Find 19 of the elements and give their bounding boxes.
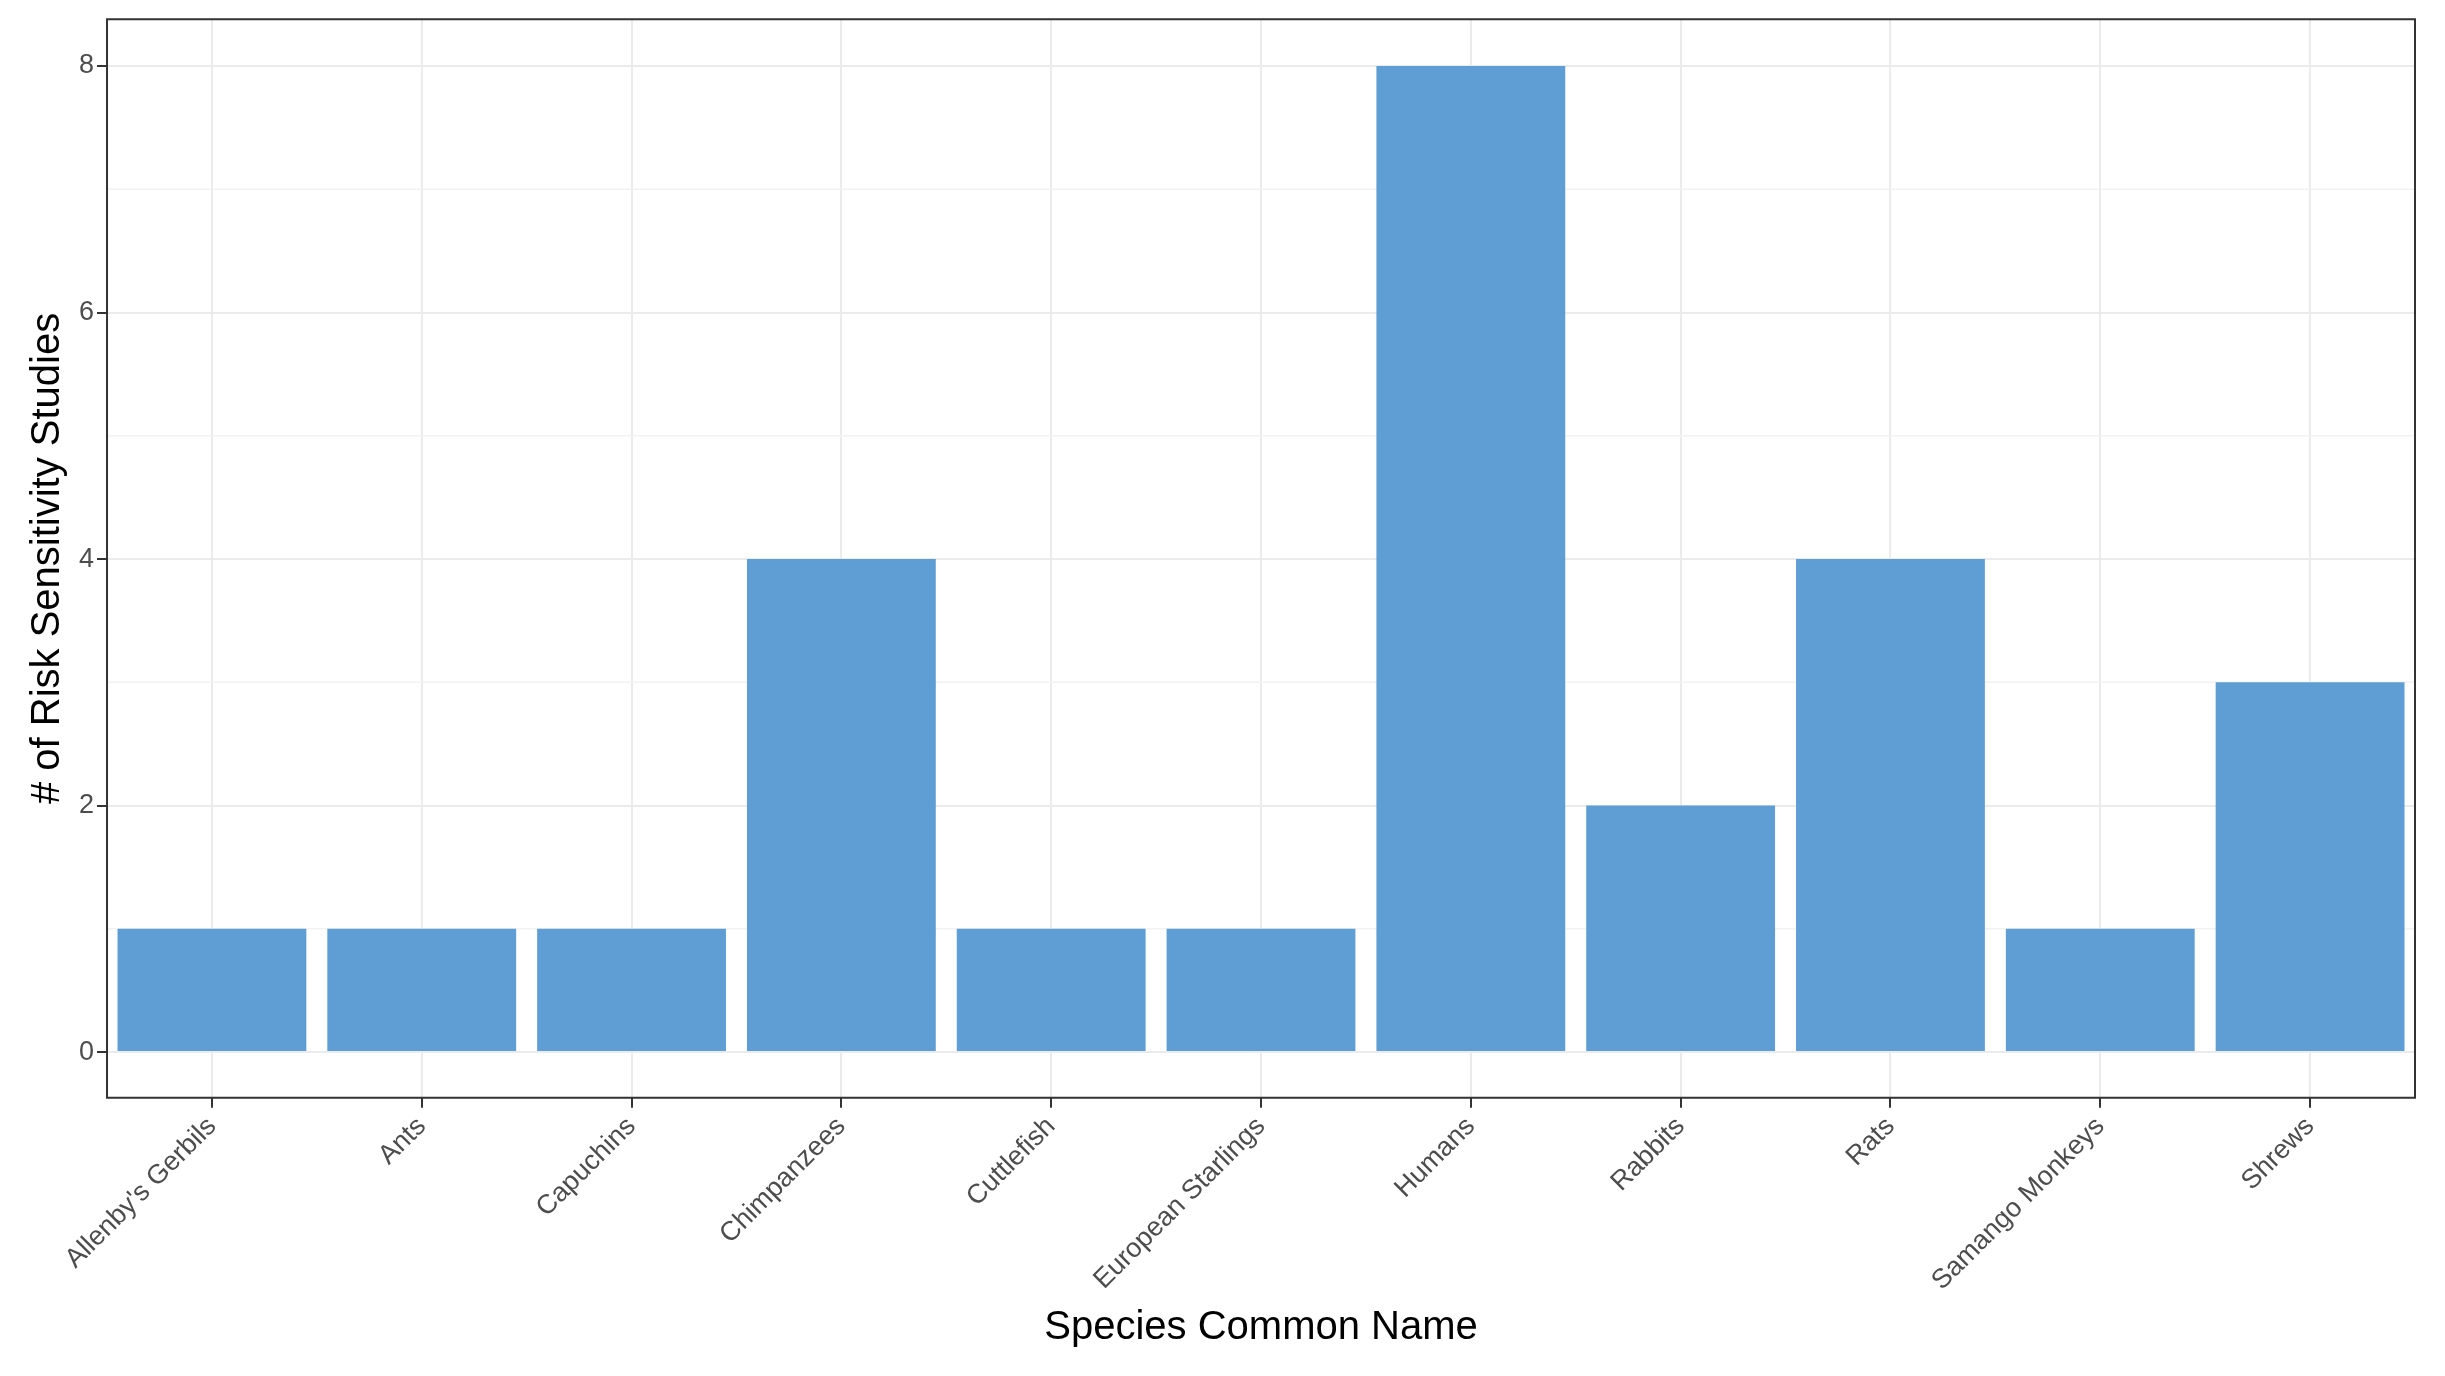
bar [537,928,726,1052]
y-tick-label: 4 [78,542,95,573]
bar [1166,928,1356,1052]
bar [1586,805,1776,1052]
y-axis-title: # of Risk Sensitivity Studies [23,312,68,805]
bar [2215,682,2405,1052]
bar [327,928,517,1052]
bar [1376,66,1566,1052]
bar [746,559,936,1052]
y-tick-label: 2 [78,789,95,820]
y-tick-label: 0 [78,1035,95,1066]
bar [956,928,1146,1052]
bar [117,928,307,1052]
y-tick-label: 8 [78,49,95,80]
bar [2005,928,2195,1052]
x-axis-title: Species Common Name [1044,1303,1478,1348]
bar [1796,559,1985,1052]
x-tick-label: Rats [1839,1110,1900,1171]
y-tick-label: 6 [78,295,95,326]
